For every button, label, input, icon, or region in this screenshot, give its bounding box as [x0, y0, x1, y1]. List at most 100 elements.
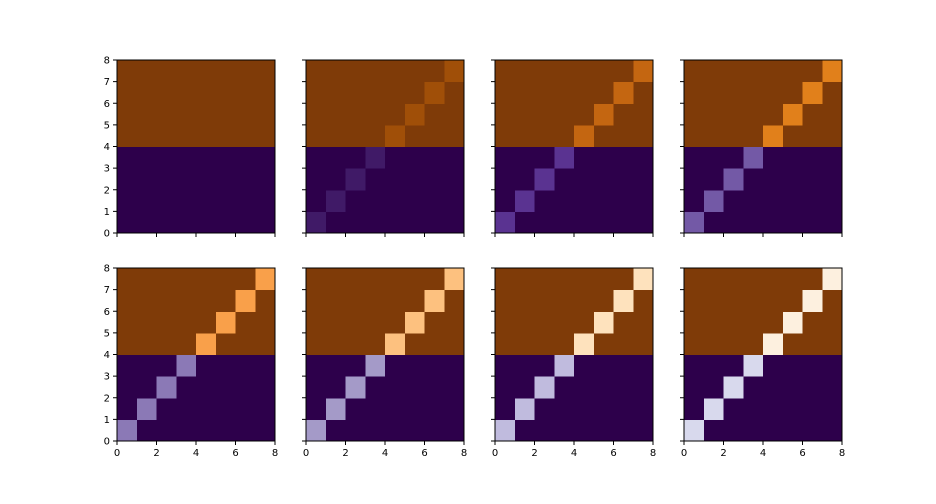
cell-r0-c2	[534, 419, 555, 442]
cell-r3-c3	[554, 354, 575, 377]
cell-r3-c4	[763, 354, 784, 377]
cell-r7-c1	[136, 268, 158, 291]
cell-r0-c2	[156, 211, 177, 234]
cell-r4-c6	[424, 332, 445, 356]
cell-r7-c6	[235, 60, 256, 83]
cell-r5-c5	[404, 103, 426, 126]
cell-r0-c0	[495, 211, 516, 234]
cell-r4-c6	[802, 332, 823, 356]
cell-r0-c5	[215, 211, 237, 234]
cell-r3-c5	[404, 354, 426, 377]
cell-r7-c5	[215, 268, 237, 291]
cell-r0-c6	[235, 419, 256, 442]
cell-r1-c7	[633, 397, 654, 420]
x-tick-label: 2	[720, 448, 726, 459]
cell-r2-c4	[763, 376, 784, 399]
cell-r5-c1	[703, 103, 725, 126]
cell-r5-c3	[176, 311, 197, 334]
cell-r3-c1	[325, 354, 347, 377]
cell-r5-c6	[235, 311, 256, 334]
cell-r3-c6	[424, 146, 445, 169]
cell-r0-c7	[822, 211, 843, 234]
cell-r6-c0	[117, 81, 138, 104]
cell-r6-c3	[365, 289, 386, 312]
cell-r1-c0	[495, 189, 516, 212]
cell-r2-c6	[802, 168, 823, 191]
x-tick-label: 2	[531, 448, 537, 459]
cell-r4-c6	[424, 124, 445, 148]
cell-r2-c2	[156, 376, 177, 399]
cell-r7-c7	[444, 60, 465, 83]
cell-r6-c5	[215, 289, 237, 312]
cell-r1-c1	[325, 189, 347, 212]
cell-r5-c2	[345, 311, 366, 334]
cell-r4-c7	[633, 332, 654, 356]
cell-r4-c2	[723, 332, 744, 356]
cell-r1-c0	[684, 189, 705, 212]
cell-r1-c7	[822, 189, 843, 212]
cell-r0-c4	[574, 419, 595, 442]
cell-r4-c1	[325, 332, 347, 356]
cell-r1-c2	[345, 189, 366, 212]
cell-r3-c4	[385, 354, 406, 377]
cell-r4-c5	[782, 332, 804, 356]
cell-r1-c1	[514, 397, 536, 420]
cell-r5-c6	[424, 311, 445, 334]
cell-r4-c2	[345, 332, 366, 356]
cell-r1-c2	[534, 189, 555, 212]
cell-r2-c1	[514, 376, 536, 399]
cell-r6-c6	[802, 81, 823, 104]
cell-r6-c2	[156, 81, 177, 104]
cell-r2-c2	[156, 168, 177, 191]
cell-r7-c0	[117, 60, 138, 83]
cell-r2-c6	[613, 168, 634, 191]
cell-r7-c1	[514, 268, 536, 291]
x-tick-label: 6	[610, 448, 616, 459]
cell-r6-c5	[404, 289, 426, 312]
cell-r5-c2	[156, 103, 177, 126]
y-tick-label: 8	[104, 56, 110, 67]
cell-r4-c6	[613, 332, 634, 356]
cell-r1-c5	[593, 397, 615, 420]
cell-r6-c1	[514, 289, 536, 312]
cell-r4-c3	[365, 124, 386, 148]
cell-r6-c4	[385, 289, 406, 312]
cell-r4-c7	[822, 332, 843, 356]
cell-r3-c2	[156, 146, 177, 169]
cell-r5-c6	[802, 103, 823, 126]
cell-r6-c5	[404, 81, 426, 104]
cell-r2-c4	[574, 376, 595, 399]
cell-r1-c6	[613, 189, 634, 212]
cell-r1-c4	[385, 397, 406, 420]
cell-r1-c4	[574, 189, 595, 212]
x-tick-label: 4	[571, 448, 577, 459]
cell-r6-c6	[235, 289, 256, 312]
cell-r0-c2	[156, 419, 177, 442]
y-tick-label: 5	[104, 328, 110, 339]
cell-r2-c0	[684, 168, 705, 191]
cell-r5-c7	[822, 103, 843, 126]
cell-r0-c5	[782, 419, 804, 442]
cell-r1-c1	[136, 397, 158, 420]
cell-r4-c3	[743, 124, 764, 148]
cell-r3-c2	[345, 354, 366, 377]
cell-r1-c0	[306, 189, 327, 212]
cell-r7-c1	[703, 268, 725, 291]
cell-r3-c6	[613, 146, 634, 169]
cell-r0-c6	[613, 419, 634, 442]
x-tick-label: 8	[272, 448, 278, 459]
panel-5: 0 2 4 6 8 0 1 2 3 4 5 6 7 8	[104, 264, 279, 460]
y-tick-label: 4	[104, 142, 110, 153]
cell-r3-c3	[554, 146, 575, 169]
cell-r0-c0	[306, 211, 327, 234]
cell-r6-c0	[117, 289, 138, 312]
cell-r5-c3	[743, 311, 764, 334]
cell-r2-c5	[782, 376, 804, 399]
cell-r4-c1	[136, 124, 158, 148]
cell-r0-c7	[255, 211, 276, 234]
cell-r4-c2	[345, 124, 366, 148]
cell-r0-c5	[593, 419, 615, 442]
cell-r5-c5	[593, 103, 615, 126]
cell-r4-c7	[444, 124, 465, 148]
cell-r1-c2	[156, 189, 177, 212]
